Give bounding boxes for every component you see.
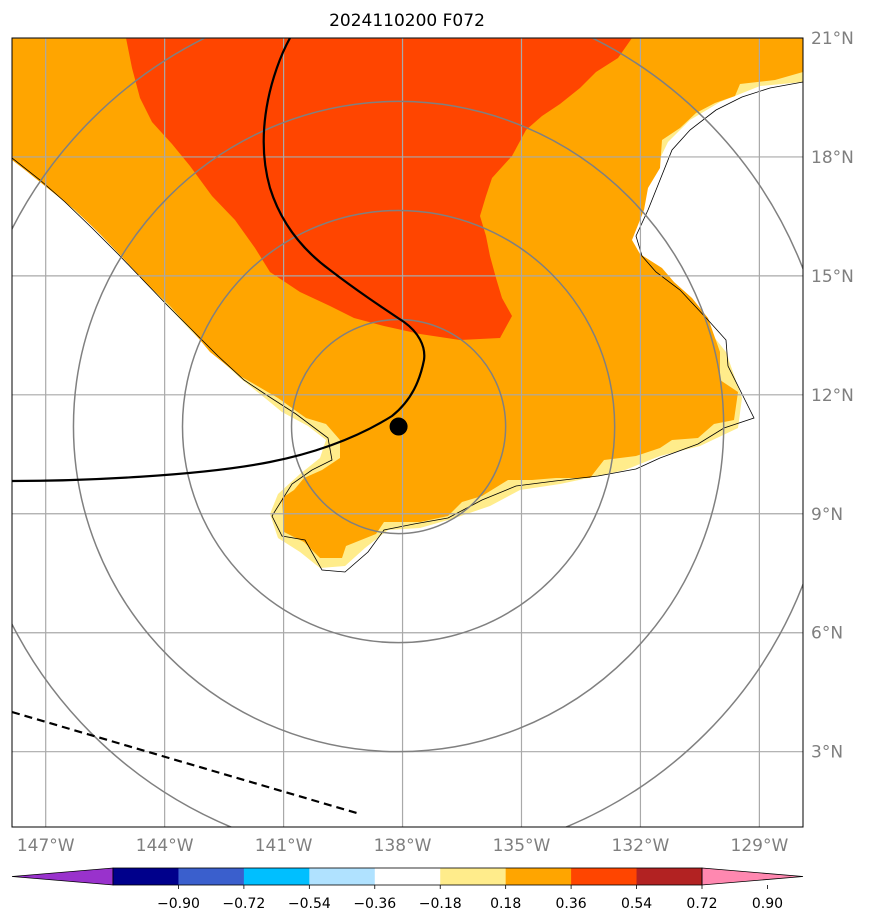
colorbar-segment <box>113 868 179 885</box>
colorbar-tick-label: 0.90 <box>752 896 783 912</box>
latitude-label: 21°N <box>811 29 854 49</box>
colorbar-segment <box>178 868 245 885</box>
colorbar-tick-labels: −0.90 −0.72 −0.54 −0.36 −0.18 0.18 0.36 0.54 0.7… <box>157 885 783 912</box>
colorbar-tick-label: −0.72 <box>222 896 265 912</box>
range-ring <box>72 100 725 753</box>
range-ring <box>181 209 616 644</box>
colorbar-segment <box>440 868 507 885</box>
longitude-label: 141°W <box>255 836 313 856</box>
colorbar-tick-label: −0.18 <box>419 896 462 912</box>
latitude-label: 18°N <box>811 148 854 168</box>
latitude-label: 6°N <box>811 624 843 644</box>
colorbar-tick-label: −0.90 <box>157 896 200 912</box>
field-region-red <box>126 38 632 340</box>
colorbar-tick-label: −0.54 <box>288 896 331 912</box>
colorbar-segment <box>243 868 310 885</box>
colorbar-tick-label: 0.18 <box>490 896 521 912</box>
colorbar-extend-high <box>701 867 804 886</box>
longitude-label: 132°W <box>612 836 670 856</box>
colorbar <box>11 867 804 886</box>
colorbar-tick-label: 0.72 <box>686 896 717 912</box>
storm-center-marker <box>389 417 408 436</box>
latitude-label: 12°N <box>811 386 854 406</box>
longitude-label: 147°W <box>17 836 75 856</box>
longitude-label: 138°W <box>374 836 432 856</box>
latitude-label: 3°N <box>811 743 843 763</box>
storm-track-line <box>12 38 426 483</box>
colorbar-segment <box>571 868 638 885</box>
map-frame <box>11 37 804 828</box>
longitude-label: 129°W <box>731 836 789 856</box>
latitude-labels: 21°N 18°N 15°N 12°N 9°N 6°N 3°N <box>811 29 854 763</box>
longitude-labels: 147°W 144°W 141°W 138°W 135°W 132°W 129°W <box>17 836 789 856</box>
colorbar-extend-low <box>11 867 114 886</box>
latitude-label: 9°N <box>811 505 843 525</box>
colorbar-tick-label: 0.54 <box>621 896 652 912</box>
colorbar-tick-label: 0.36 <box>556 896 587 912</box>
figure-title: 2024110200 F072 <box>329 11 485 31</box>
longitude-label: 135°W <box>493 836 551 856</box>
colorbar-tick-label: −0.36 <box>353 896 396 912</box>
longitude-label: 144°W <box>136 836 194 856</box>
latitude-label: 15°N <box>811 267 854 287</box>
colorbar-segment <box>505 868 572 885</box>
colorbar-segment <box>636 868 703 885</box>
map-area <box>12 38 803 827</box>
colorbar-frame <box>112 867 703 886</box>
dashed-boundary-line <box>12 710 361 816</box>
colorbar-segment <box>309 868 376 885</box>
field-contour-line <box>12 81 803 573</box>
colorbar-segment <box>374 868 441 885</box>
